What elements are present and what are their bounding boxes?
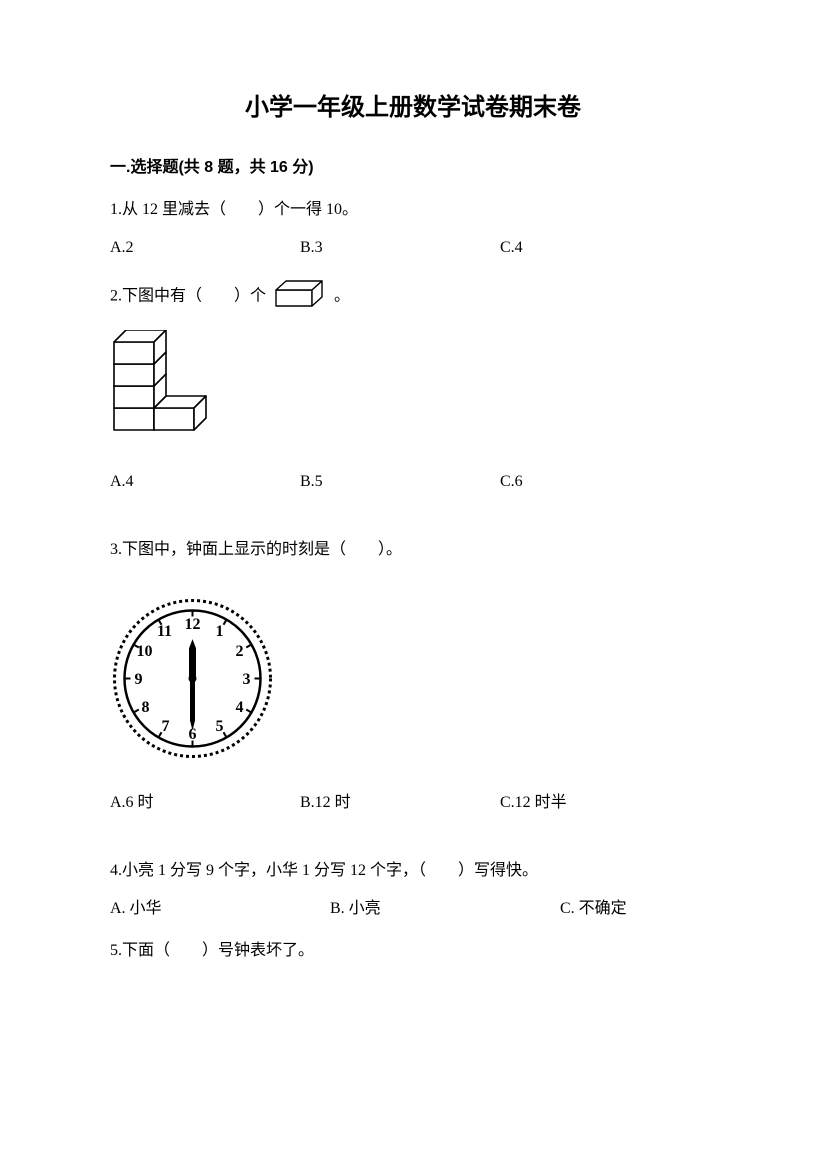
q4-option-c: C. 不确定 [560, 897, 680, 921]
q3-clock-figure: 12 1 2 3 4 5 6 7 8 9 10 11 [110, 596, 716, 769]
q1-option-c: C.4 [500, 236, 680, 260]
q2-option-a: A.4 [110, 470, 300, 494]
q5-text: 5.下面（ ）号钟表坏了。 [110, 939, 716, 963]
q1-options: A.2 B.3 C.4 [110, 236, 716, 260]
svg-text:7: 7 [162, 718, 170, 735]
svg-text:4: 4 [236, 699, 244, 716]
q2-text-suffix: 。 [334, 288, 350, 305]
q3-option-c: C.12 时半 [500, 791, 680, 815]
q3-option-b: B.12 时 [300, 791, 500, 815]
svg-text:12: 12 [185, 616, 201, 633]
svg-text:5: 5 [216, 718, 224, 735]
svg-text:3: 3 [243, 671, 251, 688]
svg-text:10: 10 [137, 643, 153, 660]
cuboid-inline-icon [272, 278, 328, 316]
section-header: 一.选择题(共 8 题，共 16 分) [110, 156, 716, 180]
q2-options: A.4 B.5 C.6 [110, 470, 716, 494]
q3-options: A.6 时 B.12 时 C.12 时半 [110, 791, 716, 815]
q4-option-b: B. 小亮 [330, 897, 560, 921]
q3-text: 3.下图中，钟面上显示的时刻是（ ）。 [110, 538, 716, 562]
q4-text: 4.小亮 1 分写 9 个字，小华 1 分写 12 个字，（ ）写得快。 [110, 859, 550, 883]
q2-text: 2.下图中有（ ）个 。 [110, 278, 716, 316]
svg-text:2: 2 [236, 643, 244, 660]
question-2: 2.下图中有（ ）个 。 [110, 278, 716, 494]
svg-text:1: 1 [216, 623, 224, 640]
page-title: 小学一年级上册数学试卷期末卷 [110, 90, 716, 126]
question-1: 1.从 12 里减去（ ）个一得 10。 A.2 B.3 C.4 [110, 198, 716, 260]
q2-option-c: C.6 [500, 470, 680, 494]
question-5: 5.下面（ ）号钟表坏了。 [110, 939, 716, 963]
q1-text: 1.从 12 里减去（ ）个一得 10。 [110, 198, 716, 222]
svg-text:8: 8 [142, 699, 150, 716]
q2-text-prefix: 2.下图中有（ ）个 [110, 288, 266, 305]
q2-stack-figure [110, 330, 716, 448]
q1-option-b: B.3 [300, 236, 500, 260]
question-4: 4.小亮 1 分写 9 个字，小华 1 分写 12 个字，（ ）写得快。 A. … [110, 859, 716, 921]
q1-option-a: A.2 [110, 236, 300, 260]
svg-text:9: 9 [135, 671, 143, 688]
q2-option-b: B.5 [300, 470, 500, 494]
question-3: 3.下图中，钟面上显示的时刻是（ ）。 12 1 2 [110, 538, 716, 815]
svg-text:11: 11 [157, 623, 172, 640]
q4-options: A. 小华 B. 小亮 C. 不确定 [110, 897, 716, 921]
q3-option-a: A.6 时 [110, 791, 300, 815]
q4-option-a: A. 小华 [110, 897, 330, 921]
